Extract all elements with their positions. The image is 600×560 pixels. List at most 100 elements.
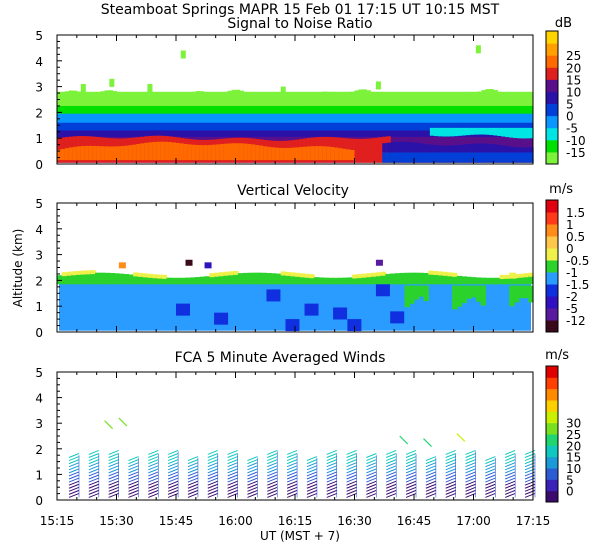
wind-barb	[326, 465, 337, 471]
wind-barb	[148, 453, 159, 458]
snr-cell	[176, 99, 181, 104]
wind-barb	[187, 474, 199, 480]
wind-barb	[247, 483, 258, 489]
snr-cell	[295, 147, 300, 161]
velocity-cell	[252, 272, 258, 285]
snr-cell	[124, 97, 129, 102]
snr-cell	[295, 100, 300, 105]
snr-cell	[124, 145, 129, 161]
wind-barb	[128, 459, 139, 465]
wind-barb	[207, 456, 218, 462]
wind-barb	[227, 486, 238, 492]
snr-cell	[505, 146, 510, 153]
wind-barb	[148, 449, 159, 455]
velocity-cell	[147, 273, 153, 278]
wind-barb	[306, 492, 318, 498]
snr-cell	[421, 100, 427, 106]
wind-barb	[68, 462, 80, 468]
snr-cell	[517, 152, 522, 163]
snr-cell	[104, 90, 110, 95]
wind-barb	[207, 449, 218, 455]
wind-barb	[227, 449, 238, 455]
snr-cell	[406, 152, 411, 163]
velocity-cell	[513, 276, 520, 285]
wind-barb	[405, 489, 417, 495]
wind-barb	[504, 456, 516, 462]
snr-cell	[505, 127, 510, 138]
wind-barb	[68, 486, 80, 492]
wind-barb	[445, 480, 456, 486]
snr-cell	[330, 92, 336, 98]
winds-x-axis: 15:15 15:30 15:45 16:00 16:15 16:30 16:45 17:00…	[40, 372, 550, 528]
velocity-cell	[114, 273, 120, 285]
colorbar-swatch	[546, 422, 558, 435]
colorbar-swatch	[546, 43, 558, 56]
snr-cell	[239, 143, 245, 161]
snr-cell	[287, 147, 292, 161]
velocity-cell	[209, 275, 215, 285]
snr-cell	[72, 146, 78, 161]
wind-barb	[148, 459, 159, 465]
wind-barb	[504, 486, 516, 492]
wind-barb	[108, 480, 119, 486]
snr-cell	[88, 145, 94, 161]
wind-barb	[128, 492, 139, 498]
wind-barb	[108, 449, 119, 455]
velocity-cell	[423, 285, 429, 302]
snr-cell	[417, 152, 423, 163]
colorbar-swatch	[546, 284, 558, 297]
y-tick-label: 0	[35, 326, 43, 340]
winds-colorbar-unit: m/s	[545, 348, 569, 363]
snr-cell	[501, 127, 506, 137]
snr-cell	[449, 127, 455, 137]
wind-barb	[504, 492, 516, 498]
wind-barb	[187, 483, 199, 489]
wind-barb	[504, 453, 516, 458]
snr-cell	[493, 152, 498, 163]
snr-cell	[358, 138, 364, 163]
velocity-title: Vertical Velocity	[237, 183, 349, 199]
wind-barb	[68, 456, 80, 462]
snr-cell	[437, 152, 443, 163]
velocity-cell	[437, 271, 444, 276]
wind-barb	[187, 480, 199, 486]
velocity-cell	[356, 276, 363, 285]
snr-cell	[529, 152, 534, 163]
snr-cell	[461, 152, 467, 163]
snr-cell	[433, 145, 439, 153]
wind-barb	[425, 480, 437, 486]
wind-barb	[167, 483, 179, 489]
velocity-cell	[237, 273, 244, 285]
snr-cell	[306, 98, 312, 103]
wind-barb	[128, 483, 139, 489]
wind-barb	[88, 474, 100, 480]
snr-cell	[433, 152, 439, 163]
snr-cell	[275, 96, 280, 101]
snr-cell	[485, 143, 490, 153]
wind-barb	[68, 489, 80, 495]
wind-barb	[485, 483, 496, 489]
wind-barb	[465, 477, 476, 483]
snr-cell	[469, 143, 475, 153]
wind-barb	[207, 480, 218, 486]
velocity-cell	[361, 276, 367, 285]
colorbar-swatch	[546, 260, 558, 273]
wind-barb	[346, 486, 357, 492]
wind-barb	[128, 462, 139, 468]
wind-barb	[405, 449, 417, 455]
velocity-cell	[461, 285, 467, 304]
colorbar-swatch	[546, 490, 558, 503]
snr-cell	[187, 93, 193, 98]
wind-barb	[227, 465, 238, 471]
wind-barb	[207, 483, 218, 489]
colorbar-label: 0	[566, 485, 574, 499]
snr-cell	[120, 94, 126, 100]
velocity-cell	[499, 277, 506, 285]
wind-barb	[504, 459, 516, 465]
winds-y-axis: 0 1 2 3 4 5	[35, 366, 62, 508]
colorbar-swatch	[546, 200, 558, 213]
snr-cell	[108, 90, 114, 95]
wind-barb	[306, 456, 318, 462]
wind-barb	[445, 474, 456, 480]
